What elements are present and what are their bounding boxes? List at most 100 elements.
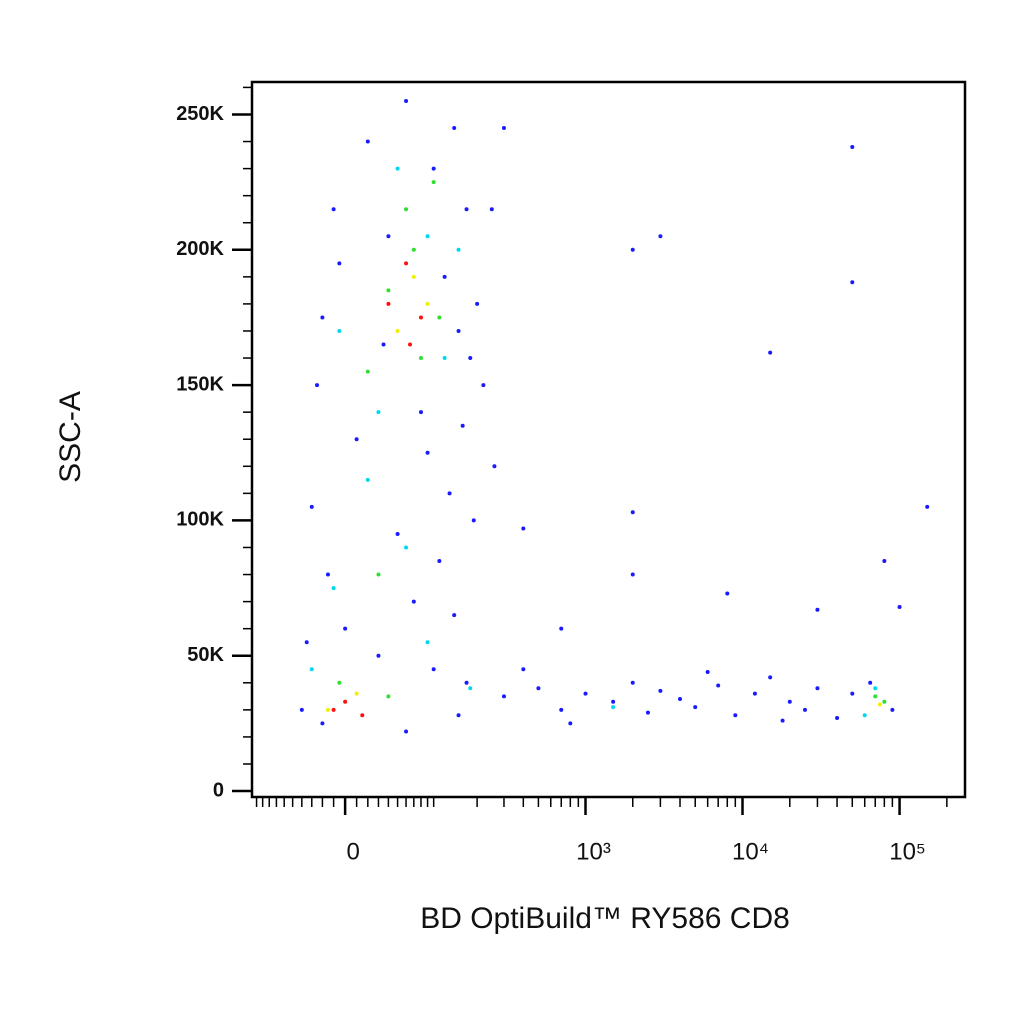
data-point (354, 437, 359, 442)
data-point (315, 383, 320, 388)
data-point (780, 718, 785, 723)
data-point (437, 559, 442, 564)
data-point (376, 653, 381, 658)
data-point (395, 531, 400, 536)
data-point (645, 710, 650, 715)
data-point (658, 234, 663, 239)
data-point (568, 721, 573, 726)
data-point (501, 126, 506, 131)
y-tick-label: 50K (187, 644, 224, 666)
data-point (431, 180, 436, 185)
data-point (411, 274, 416, 279)
data-point (850, 144, 855, 149)
data-point (395, 166, 400, 171)
data-point (395, 328, 400, 333)
data-point (630, 572, 635, 577)
data-point (452, 126, 457, 131)
y-tick-label: 100K (176, 509, 224, 531)
data-point (337, 328, 342, 333)
data-point (337, 261, 342, 266)
data-point (611, 699, 616, 704)
data-point (343, 699, 348, 704)
data-point (464, 680, 469, 685)
data-point (611, 705, 616, 710)
y-tick-label: 0 (213, 779, 224, 801)
data-point (447, 491, 452, 496)
data-point (815, 686, 820, 691)
data-point (897, 605, 902, 610)
data-point (475, 301, 480, 306)
data-point (343, 626, 348, 631)
data-point (521, 526, 526, 531)
data-point (404, 207, 409, 212)
data-point (678, 697, 683, 702)
data-point (873, 686, 878, 691)
data-point (320, 315, 325, 320)
data-point (442, 356, 447, 361)
data-point (850, 691, 855, 696)
data-point (425, 450, 430, 455)
data-point (787, 699, 792, 704)
data-point (489, 207, 494, 212)
data-point (752, 691, 757, 696)
data-point (768, 675, 773, 680)
data-point (320, 721, 325, 726)
plot-frame (250, 80, 967, 799)
data-point (492, 464, 497, 469)
y-axis-title: SSC-A (54, 391, 87, 483)
data-point (404, 545, 409, 550)
data-point (331, 207, 336, 212)
data-point (376, 410, 381, 415)
data-point (404, 98, 409, 103)
data-point (386, 288, 391, 293)
data-point (481, 383, 486, 388)
data-point (299, 707, 304, 712)
y-tick-label: 200K (176, 238, 224, 260)
data-point (733, 713, 738, 718)
data-point (386, 301, 391, 306)
data-point (877, 702, 882, 707)
data-point (354, 691, 359, 696)
data-point (460, 423, 465, 428)
data-point (521, 667, 526, 672)
data-point (705, 669, 710, 674)
data-point (309, 667, 314, 672)
data-point (456, 328, 461, 333)
data-point (386, 234, 391, 239)
data-point (882, 559, 887, 564)
data-point (425, 234, 430, 239)
data-point (815, 607, 820, 612)
data-point (725, 591, 730, 596)
data-point (404, 261, 409, 266)
y-tick-label: 250K (176, 103, 224, 125)
data-point (431, 667, 436, 672)
data-point (559, 707, 564, 712)
data-point (471, 518, 476, 523)
data-point (404, 729, 409, 734)
data-point (360, 713, 365, 718)
data-point (442, 274, 447, 279)
data-point (331, 586, 336, 591)
data-point (437, 315, 442, 320)
data-point (868, 680, 873, 685)
data-point (468, 356, 473, 361)
x-tick-label: 10⁴ (732, 838, 769, 865)
data-point (464, 207, 469, 212)
data-point (925, 504, 930, 509)
data-point (376, 572, 381, 577)
data-point (468, 686, 473, 691)
data-point (408, 342, 413, 347)
data-point (425, 640, 430, 645)
data-point (835, 715, 840, 720)
data-point (873, 694, 878, 699)
data-point (325, 572, 330, 577)
data-point (890, 707, 895, 712)
data-point (850, 280, 855, 285)
data-point (365, 139, 370, 144)
data-point (418, 356, 423, 361)
data-point (331, 707, 336, 712)
data-point (337, 680, 342, 685)
data-point (411, 247, 416, 252)
data-point (452, 613, 457, 618)
